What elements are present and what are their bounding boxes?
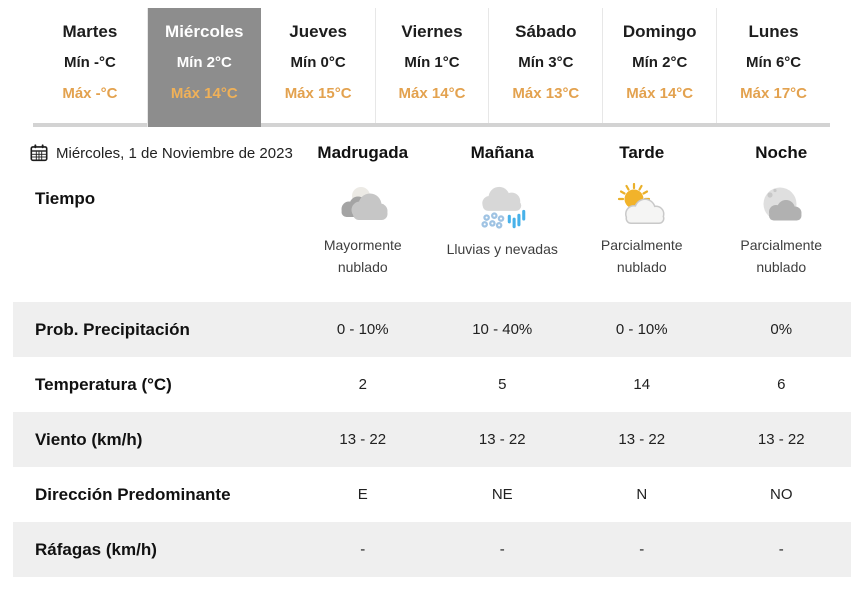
cell-value: 13 - 22 (478, 431, 526, 448)
cell-value: 0% (770, 321, 793, 338)
condition-cell-tarde: Parcialmente nublado (572, 171, 712, 278)
cell-value: - (639, 541, 645, 558)
tab-day-label: Sábado (515, 22, 577, 41)
date-display: Miércoles, 1 de Noviembre de 2023 (13, 144, 293, 162)
tab-min-temp: Mín 3°C (518, 54, 574, 71)
tab-max-temp: Máx 13°C (512, 85, 580, 102)
cell-value: 13 - 22 (339, 431, 387, 448)
weather-forecast-page: Martes Mín -°C Máx -°C Miércoles Mín 2°C… (0, 8, 854, 601)
tab-viernes[interactable]: Viernes Mín 1°C Máx 14°C (374, 8, 489, 123)
row-label-tiempo: Tiempo (35, 189, 96, 208)
column-header-noche: Noche (755, 143, 808, 162)
row-label: Viento (km/h) (35, 429, 143, 449)
cell-value: 10 - 40% (472, 321, 533, 338)
cell-value: E (357, 486, 368, 503)
condition-label: Parcialmente nublado (600, 237, 683, 275)
tab-max-temp: Máx 14°C (626, 85, 694, 102)
cell-value: 13 - 22 (618, 431, 666, 448)
cell-value: 13 - 22 (757, 431, 805, 448)
cell-value: 14 (633, 376, 651, 393)
condition-cell-madrugada: Mayormente nublado (293, 171, 433, 278)
row-label: Ráfagas (km/h) (35, 539, 157, 559)
cell-value: NO (770, 486, 793, 503)
tab-day-label: Lunes (748, 22, 799, 41)
rain-snow-icon (481, 186, 526, 229)
tab-min-temp: Mín 6°C (745, 54, 802, 71)
tab-min-temp: Mín -°C (64, 54, 116, 71)
tab-domingo[interactable]: Domingo Mín 2°C Máx 14°C (602, 8, 716, 123)
cell-value: N (636, 486, 648, 503)
day-tabs: Martes Mín -°C Máx -°C Miércoles Mín 2°C… (33, 8, 830, 127)
tab-max-temp: Máx 17°C (740, 85, 807, 102)
column-header-manana: Mañana (470, 143, 534, 162)
tab-day-label: Jueves (289, 22, 347, 41)
tab-min-temp: Mín 2°C (632, 54, 688, 71)
date-text: Miércoles, 1 de Noviembre de 2023 (56, 144, 293, 162)
tab-lunes[interactable]: Lunes Mín 6°C Máx 17°C (716, 8, 830, 123)
weather-conditions-row: Tiempo Mayormente nublado (13, 171, 851, 302)
cell-value: 0 - 10% (336, 321, 389, 338)
row-label: Temperatura (°C) (35, 374, 172, 394)
cell-value: 2 (358, 376, 367, 393)
partly-cloudy-night-icon (763, 187, 802, 221)
calendar-icon (30, 144, 48, 162)
tab-max-temp: Máx 15°C (284, 85, 352, 102)
tab-day-label: Viernes (401, 22, 463, 41)
cell-value: 0 - 10% (615, 321, 668, 338)
tab-day-label: Martes (62, 22, 118, 41)
column-header-row: Miércoles, 1 de Noviembre de 2023 Madrug… (13, 135, 851, 171)
condition-label: Parcialmente nublado (740, 237, 823, 275)
table-row-precipitacion: Prob. Precipitación 0 - 10% 10 - 40% 0 -… (13, 302, 851, 357)
tab-min-temp: Mín 0°C (290, 54, 346, 71)
column-header-tarde: Tarde (619, 143, 665, 162)
tab-day-label: Miércoles (165, 22, 244, 41)
tab-min-temp: Mín 2°C (176, 54, 232, 71)
mostly-cloudy-icon (341, 187, 388, 220)
cell-value: 6 (777, 376, 786, 393)
table-row-viento: Viento (km/h) 13 - 22 13 - 22 13 - 22 13… (13, 412, 851, 467)
table-row-direccion: Dirección Predominante E NE N NO (13, 467, 851, 522)
column-header-madrugada: Madrugada (317, 143, 409, 162)
row-label: Dirección Predominante (35, 484, 231, 504)
cell-value: 5 (498, 376, 507, 393)
condition-label: Lluvias y nevadas (446, 241, 558, 257)
cell-value: NE (491, 486, 513, 503)
condition-cell-manana: Lluvias y nevadas (433, 171, 573, 260)
cell-value: - (360, 541, 366, 558)
table-row-rafagas: Ráfagas (km/h) - - - - (13, 522, 851, 577)
tab-min-temp: Mín 1°C (404, 54, 460, 71)
partly-cloudy-day-icon (617, 183, 665, 224)
condition-label: Mayormente nublado (323, 237, 402, 275)
tab-day-label: Domingo (622, 22, 697, 41)
tab-max-temp: Máx -°C (62, 85, 118, 102)
tab-miercoles[interactable]: Miércoles Mín 2°C Máx 14°C (146, 8, 261, 127)
cell-value: - (778, 541, 784, 558)
tab-martes[interactable]: Martes Mín -°C Máx -°C (33, 8, 147, 123)
tab-max-temp: Máx 14°C (170, 85, 238, 102)
table-row-temperatura: Temperatura (°C) 2 5 14 6 (13, 357, 851, 412)
row-label: Prob. Precipitación (35, 319, 190, 339)
tab-jueves[interactable]: Jueves Mín 0°C Máx 15°C (261, 8, 375, 123)
tab-sabado[interactable]: Sábado Mín 3°C Máx 13°C (488, 8, 602, 123)
cell-value: - (499, 541, 505, 558)
condition-cell-noche: Parcialmente nublado (712, 171, 852, 278)
tab-max-temp: Máx 14°C (398, 85, 466, 102)
